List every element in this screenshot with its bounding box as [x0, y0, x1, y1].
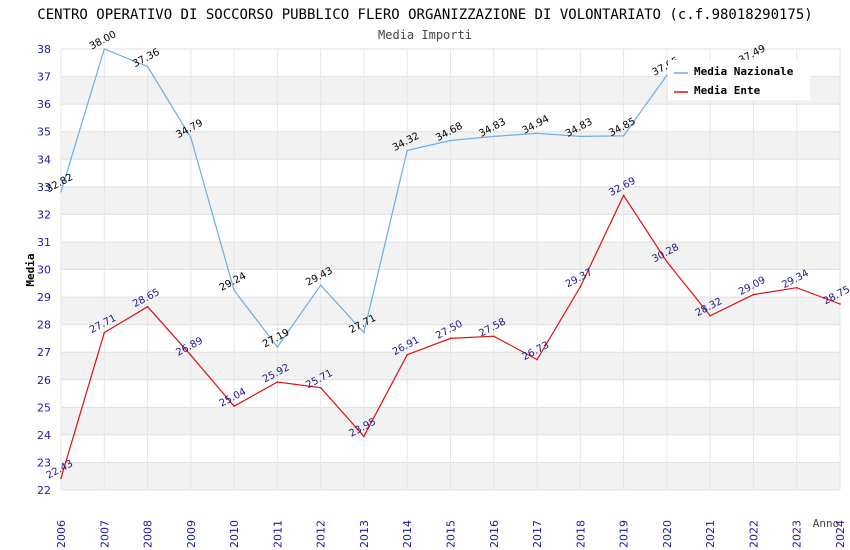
data-point	[103, 331, 106, 334]
y-tick-label: 25	[37, 401, 51, 414]
y-tick-label: 36	[37, 98, 51, 111]
x-tick-label: 2014	[401, 520, 414, 548]
y-tick-label: 26	[37, 374, 51, 387]
x-tick-label: 2024	[834, 520, 847, 548]
data-point	[146, 305, 149, 308]
data-point	[795, 286, 798, 289]
legend: Media Nazionale Media Ente	[668, 60, 810, 100]
x-tick-label: 2006	[55, 520, 68, 548]
data-point	[406, 149, 409, 152]
x-tick-label: 2008	[142, 520, 155, 548]
x-tick-label: 2023	[791, 520, 804, 548]
y-tick-label: 28	[37, 319, 51, 332]
data-point	[752, 293, 755, 296]
data-point	[622, 194, 625, 197]
data-point	[709, 315, 711, 317]
y-tick-label: 22	[37, 484, 51, 497]
data-point	[60, 477, 62, 479]
y-tick-label: 34	[37, 153, 51, 166]
data-point	[492, 335, 495, 338]
legend-label-ente: Media Ente	[694, 84, 761, 97]
data-point	[319, 284, 322, 287]
x-tick-label: 2007	[98, 520, 111, 548]
chart-title: CENTRO OPERATIVO DI SOCCORSO PUBBLICO FL…	[37, 7, 812, 23]
data-point	[233, 405, 235, 408]
y-tick-label: 23	[37, 456, 51, 469]
data-point	[536, 358, 538, 361]
data-point	[579, 135, 582, 138]
y-tick-label: 27	[37, 346, 51, 359]
x-tick-label: 2020	[661, 520, 674, 548]
data-point	[406, 353, 409, 356]
x-tick-label: 2010	[228, 520, 241, 548]
data-point	[839, 303, 841, 305]
y-tick-label: 24	[37, 429, 51, 442]
x-tick-label: 2017	[531, 520, 544, 548]
y-axis-ticks: 22 23 24 25 26 27 28 29 30 31 32 33 34 35 36 37 38	[37, 43, 51, 497]
legend-label-nazionale: Media Nazionale	[694, 65, 794, 78]
y-tick-label: 31	[37, 236, 51, 249]
x-axis-ticks: 2006 2007 2008 2009 2010 2011 2012 2013 2014 2015…	[55, 520, 847, 548]
x-tick-label: 2011	[271, 520, 284, 548]
x-tick-label: 2016	[488, 520, 501, 548]
chart-subtitle: Media Importi	[378, 28, 472, 42]
data-point	[103, 48, 106, 50]
data-point	[363, 331, 365, 334]
data-point	[233, 289, 235, 292]
y-tick-label: 38	[37, 43, 51, 56]
legend-box	[668, 60, 810, 100]
data-point	[449, 139, 452, 142]
y-tick-label: 35	[37, 126, 51, 139]
y-tick-label: 37	[37, 71, 51, 84]
x-tick-label: 2022	[747, 520, 760, 548]
data-point	[666, 260, 668, 263]
data-point	[276, 346, 279, 348]
x-tick-label: 2021	[704, 520, 717, 548]
x-tick-label: 2012	[315, 520, 328, 548]
data-point	[146, 65, 149, 68]
y-axis-label: Media	[24, 253, 37, 286]
data-point	[449, 337, 452, 340]
data-point	[60, 190, 62, 193]
data-point	[666, 74, 668, 76]
data-point	[190, 354, 192, 357]
x-axis-label: Anno	[813, 517, 840, 530]
x-tick-label: 2013	[358, 520, 371, 548]
data-point	[579, 286, 582, 288]
data-point	[622, 135, 625, 137]
data-point	[363, 435, 365, 438]
y-tick-label: 29	[37, 291, 51, 304]
gridlines	[60, 48, 841, 491]
data-point	[319, 386, 322, 389]
data-point	[492, 135, 495, 138]
data-point	[536, 132, 538, 135]
y-tick-label: 32	[37, 208, 51, 221]
series-lines	[60, 48, 841, 479]
x-tick-label: 2018	[574, 520, 587, 548]
y-tick-label: 33	[37, 181, 51, 194]
x-tick-label: 2015	[445, 520, 458, 548]
y-tick-label: 30	[37, 264, 51, 277]
data-point	[190, 136, 192, 139]
x-tick-label: 2009	[185, 520, 198, 548]
x-tick-label: 2019	[618, 520, 631, 548]
data-point	[276, 381, 279, 383]
